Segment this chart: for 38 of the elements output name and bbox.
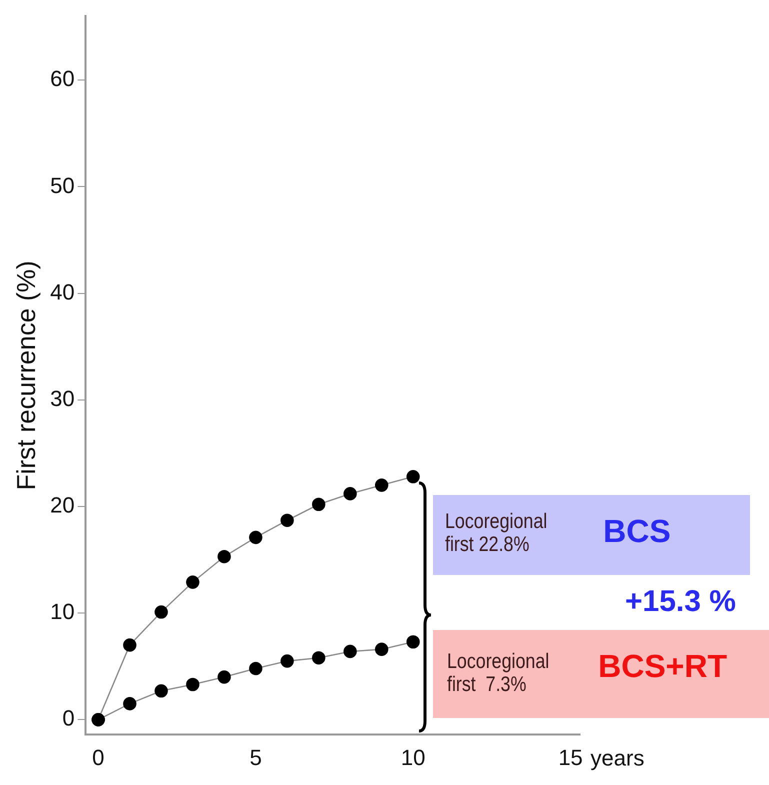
y-tick-label: 0 <box>62 706 75 731</box>
point <box>249 530 262 544</box>
point <box>406 635 420 649</box>
point <box>344 487 357 500</box>
point <box>218 670 231 684</box>
y-tick-label: 30 <box>50 386 75 411</box>
point <box>406 470 420 484</box>
x-tick-label: 15 <box>558 744 583 770</box>
y-axis-title: First recurrence (%) <box>10 260 41 490</box>
point <box>312 651 326 665</box>
point <box>123 638 136 652</box>
x-tick-label: 5 <box>250 744 262 770</box>
point <box>154 684 168 698</box>
annotation: Locoregional first 22.8% <box>445 510 548 556</box>
annotation: Locoregional first 7.3% <box>447 650 550 696</box>
text: BCS <box>603 513 671 550</box>
point <box>186 678 200 692</box>
text: BCS+RT <box>598 648 728 685</box>
y-tick-label: 20 <box>50 492 75 518</box>
point <box>249 662 262 676</box>
text: +15.3 % <box>625 585 736 619</box>
point <box>280 654 294 668</box>
y-tick-label: 60 <box>50 66 75 92</box>
y-tick-label: 10 <box>50 599 75 624</box>
y-tick-label: 50 <box>50 172 75 198</box>
x-axis-title: years <box>590 746 644 771</box>
point <box>218 550 231 564</box>
point <box>280 514 294 528</box>
point <box>374 478 388 492</box>
point <box>312 498 326 512</box>
point <box>123 697 136 710</box>
y-tick-label: 40 <box>50 279 75 304</box>
x-tick-label: 0 <box>92 744 104 770</box>
point <box>186 576 200 589</box>
x-tick-label: 10 <box>400 744 426 770</box>
point <box>154 605 168 619</box>
point <box>344 644 357 658</box>
point <box>374 642 388 656</box>
